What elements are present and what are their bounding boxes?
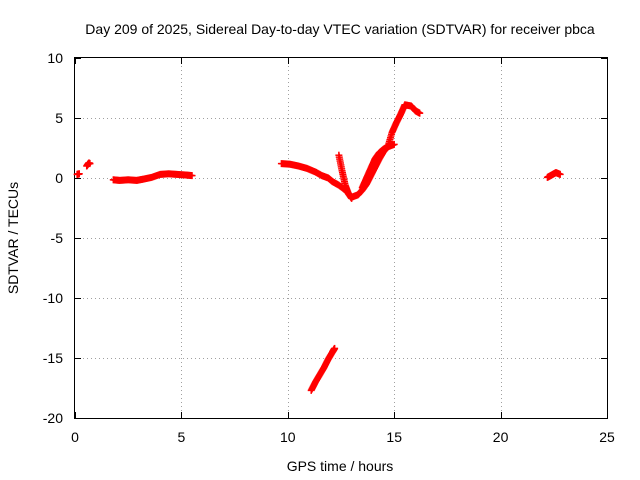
data-point bbox=[331, 344, 339, 352]
y-tick-label: -5 bbox=[51, 230, 64, 246]
x-tick-label: 20 bbox=[493, 429, 509, 445]
y-tick-label: -15 bbox=[43, 350, 63, 366]
y-tick-label: 5 bbox=[55, 110, 63, 126]
x-tick-label: 15 bbox=[386, 429, 402, 445]
y-axis-label: SDTVAR / TECUs bbox=[5, 182, 21, 294]
x-tick-label: 0 bbox=[71, 429, 79, 445]
data-point bbox=[188, 172, 196, 180]
data-point bbox=[390, 140, 398, 148]
data-point bbox=[416, 109, 424, 117]
x-axis-label: GPS time / hours bbox=[287, 458, 394, 474]
data-point bbox=[75, 170, 83, 178]
plot-frame bbox=[74, 57, 608, 419]
x-tick-label: 10 bbox=[280, 429, 296, 445]
x-tick-label: 25 bbox=[599, 429, 615, 445]
x-tick-label: 5 bbox=[178, 429, 186, 445]
y-tick-label: -20 bbox=[43, 410, 63, 426]
data-points-layer bbox=[73, 101, 564, 394]
data-point bbox=[86, 160, 94, 168]
y-tick-label: 0 bbox=[55, 170, 63, 186]
chart-title: Day 209 of 2025, Sidereal Day-to-day VTE… bbox=[85, 21, 595, 37]
data-point bbox=[348, 194, 356, 202]
y-tick-label: -10 bbox=[43, 290, 63, 306]
data-point bbox=[556, 170, 564, 178]
grid-layer bbox=[75, 58, 607, 418]
y-tick-label: 10 bbox=[47, 50, 63, 66]
